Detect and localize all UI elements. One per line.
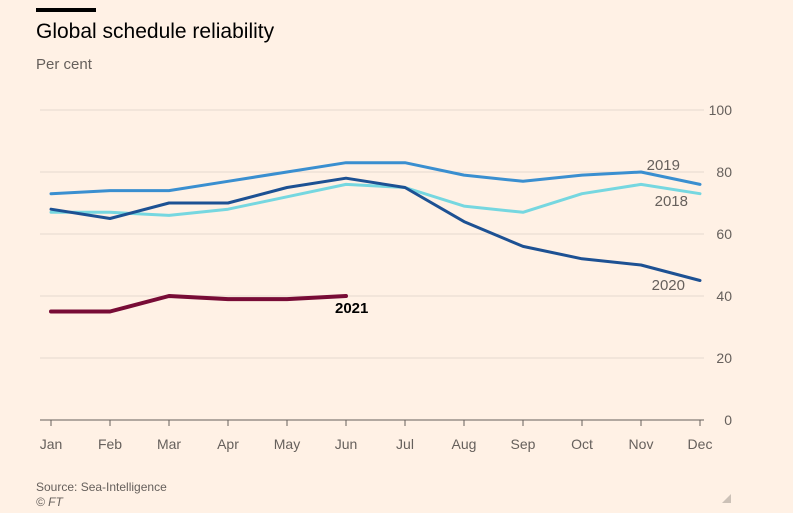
series-lines — [49, 161, 702, 314]
y-tick-label-40: 40 — [716, 288, 732, 304]
y-tick-label-0: 0 — [724, 412, 732, 428]
x-tick-label-dec: Dec — [688, 436, 713, 452]
series-line-2018 — [49, 182, 702, 217]
x-tick-label-apr: Apr — [217, 436, 239, 452]
chart-subtitle: Per cent — [36, 56, 92, 73]
y-tick-label-100: 100 — [709, 102, 733, 118]
series-line-2019 — [49, 161, 702, 196]
x-tick-label-nov: Nov — [629, 436, 654, 452]
y-tick-label-60: 60 — [716, 226, 732, 242]
x-tick-label-jan: Jan — [40, 436, 63, 452]
y-tick-label-20: 20 — [716, 350, 732, 366]
source-note: Source: Sea-Intelligence — [36, 480, 167, 494]
grid-lines — [40, 109, 704, 421]
series-line-2021 — [49, 294, 348, 314]
chart-title: Global schedule reliability — [36, 20, 275, 43]
series-label-2020: 2020 — [652, 277, 685, 294]
brand-bar — [36, 8, 96, 12]
series-labels: 2018 2019 2020 2021 — [335, 157, 688, 317]
series-label-2021: 2021 — [335, 300, 368, 317]
x-tick-label-jun: Jun — [335, 436, 358, 452]
y-tick-label-80: 80 — [716, 164, 732, 180]
x-tick-label-may: May — [274, 436, 300, 452]
x-tick-label-mar: Mar — [157, 436, 181, 452]
resize-corner-icon — [722, 494, 731, 503]
x-tick-label-jul: Jul — [396, 436, 414, 452]
y-axis-ticks: 0 20 40 60 80 100 — [709, 102, 733, 428]
x-tick-label-aug: Aug — [452, 436, 477, 452]
x-tick-label-sep: Sep — [511, 436, 536, 452]
series-label-2018: 2018 — [655, 193, 688, 210]
series-line-2020 — [49, 176, 702, 282]
credit-note: © FT — [36, 495, 63, 509]
x-tick-label-feb: Feb — [98, 436, 122, 452]
series-label-2019: 2019 — [647, 157, 680, 174]
x-axis-ticks: Jan Feb Mar Apr May Jun Jul Aug Sep Oct Nov Dec — [40, 420, 713, 452]
x-tick-label-oct: Oct — [571, 436, 593, 452]
